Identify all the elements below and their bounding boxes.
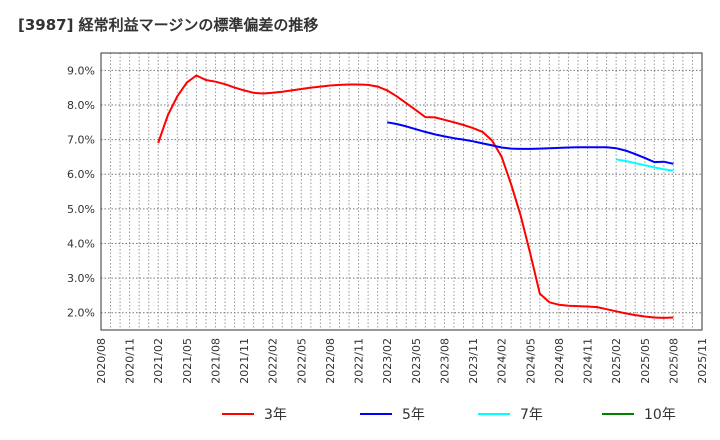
y-tick-label: 3.0% — [67, 272, 95, 285]
chart-title: [3987] 経常利益マージンの標準偏差の推移 — [18, 16, 319, 34]
y-tick-label: 9.0% — [67, 64, 95, 77]
series-line-5年 — [387, 121, 674, 165]
legend-label: 5年 — [402, 407, 425, 423]
x-tick-label: 2025/02 — [610, 338, 623, 384]
legend-label: 10年 — [644, 407, 676, 423]
plot-frame — [100, 52, 703, 331]
x-tick-label: 2024/05 — [524, 338, 537, 384]
x-tick-label: 2022/05 — [295, 338, 308, 384]
y-tick-label: 7.0% — [67, 134, 95, 147]
legend-label: 3年 — [264, 407, 287, 423]
x-tick-label: 2022/02 — [267, 338, 280, 384]
x-tick-label: 2021/05 — [181, 338, 194, 384]
x-tick-label: 2021/08 — [209, 338, 222, 384]
x-tick-label: 2024/02 — [496, 338, 509, 384]
x-tick-label: 2022/08 — [324, 338, 337, 384]
y-tick-label: 4.0% — [67, 237, 95, 250]
series-line-3年 — [157, 74, 674, 319]
x-tick-label: 2025/08 — [667, 338, 680, 384]
x-tick-label: 2021/11 — [238, 338, 251, 384]
x-tick-label: 2023/05 — [410, 338, 423, 384]
x-tick-label: 2020/11 — [124, 338, 137, 384]
x-tick-label: 2024/11 — [582, 338, 595, 384]
x-tick-label: 2025/11 — [696, 338, 709, 384]
x-tick-label: 2023/11 — [467, 338, 480, 384]
y-tick-label: 5.0% — [67, 203, 95, 216]
y-tick-label: 6.0% — [67, 168, 95, 181]
x-tick-label: 2022/11 — [353, 338, 366, 384]
x-tick-label: 2024/08 — [553, 338, 566, 384]
x-tick-label: 2023/08 — [438, 338, 451, 384]
y-tick-label: 8.0% — [67, 99, 95, 112]
x-tick-label: 2020/08 — [95, 338, 108, 384]
series-line-7年 — [615, 158, 674, 172]
x-tick-label: 2025/05 — [639, 338, 652, 384]
x-tick-label: 2021/02 — [152, 338, 165, 384]
x-tick-label: 2023/02 — [381, 338, 394, 384]
legend-label: 7年 — [520, 407, 543, 423]
y-tick-label: 2.0% — [67, 307, 95, 320]
